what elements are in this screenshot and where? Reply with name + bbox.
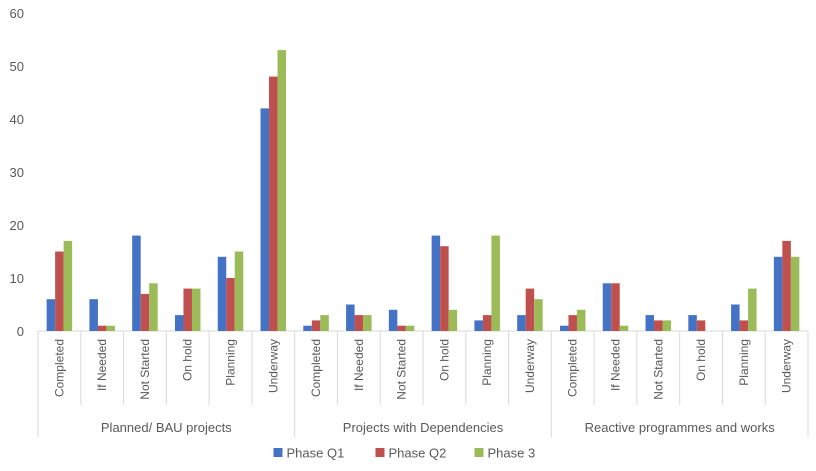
- bar-phase-q1: [731, 304, 740, 331]
- x-category-label: If Needed: [95, 339, 109, 391]
- bar-phase-q1: [346, 304, 355, 331]
- bar-phase-q1: [89, 299, 98, 331]
- bar-phase-3: [277, 50, 287, 331]
- legend-item: Phase 3: [474, 446, 536, 461]
- x-category-label: Planning: [737, 339, 751, 386]
- x-category-label: Not Started: [395, 339, 409, 400]
- bar-phase-q1: [517, 315, 526, 331]
- bar-phase-q1: [388, 309, 398, 331]
- bar-phase-3: [534, 299, 543, 331]
- x-group-label: Planned/ BAU projects: [101, 420, 232, 435]
- x-category-label: If Needed: [609, 339, 623, 391]
- legend-swatch: [273, 448, 283, 457]
- bar-phase-q2: [226, 278, 235, 331]
- bar-phase-q2: [97, 325, 107, 331]
- bar-phase-q2: [782, 240, 791, 331]
- legend-item: Phase Q1: [273, 446, 345, 461]
- bar-phase-q1: [559, 325, 569, 331]
- bar-phase-3: [619, 325, 629, 331]
- bar-phase-q1: [217, 256, 227, 331]
- bar-phase-q1: [474, 320, 483, 331]
- x-category-label: Not Started: [138, 339, 152, 400]
- bar-phase-q2: [525, 288, 535, 331]
- x-category-label: Planning: [480, 339, 494, 386]
- bar-phase-q2: [696, 320, 706, 331]
- bar-phase-q1: [303, 325, 312, 331]
- bar-phase-q2: [482, 315, 492, 331]
- labels-layer: Completed If Needed Not Started On hold Plan…: [52, 339, 793, 435]
- bar-phase-q1: [688, 315, 697, 331]
- axes-layer: 0 10 20 30 40 50 60: [10, 6, 809, 437]
- bar-phase-q2: [311, 320, 321, 331]
- y-tick-label: 40: [10, 112, 24, 127]
- bar-phase-3: [320, 315, 329, 331]
- bar-phase-q2: [568, 315, 577, 331]
- x-category-label: If Needed: [352, 339, 366, 391]
- bar-phase-q1: [46, 299, 56, 331]
- x-group-label: Projects with Dependencies: [343, 420, 504, 435]
- y-tick-label: 60: [10, 6, 24, 21]
- bar-phase-q1: [602, 283, 612, 331]
- bar-phase-q1: [773, 256, 783, 331]
- bar-phase-q2: [183, 288, 192, 331]
- x-category-label: Not Started: [651, 339, 665, 400]
- bar-phase-3: [363, 315, 372, 331]
- bar-phase-3: [234, 251, 244, 331]
- bar-phase-3: [491, 235, 500, 331]
- y-tick-label: 30: [10, 165, 24, 180]
- legend-label: Phase Q1: [287, 446, 345, 461]
- legend: Phase Q1 Phase Q2 Phase 3: [273, 446, 536, 461]
- bar-phase-q2: [140, 293, 150, 331]
- bar-phase-q1: [132, 235, 141, 331]
- bar-phase-3: [576, 309, 586, 331]
- y-tick-label: 0: [17, 324, 24, 339]
- x-category-label: Planning: [224, 339, 238, 386]
- bar-phase-3: [790, 256, 800, 331]
- bar-phase-3: [748, 288, 757, 331]
- bar-phase-q2: [55, 251, 64, 331]
- bar-phase-q2: [269, 76, 278, 331]
- y-tick-label: 20: [10, 218, 24, 233]
- y-tick-label: 10: [10, 271, 24, 286]
- bar-phase-q1: [645, 315, 655, 331]
- bar-phase-q2: [440, 246, 449, 331]
- legend-swatch: [474, 448, 484, 457]
- x-category-label: Underway: [780, 339, 794, 393]
- bar-phase-3: [405, 325, 415, 331]
- legend-swatch: [375, 448, 385, 457]
- x-group-label: Reactive programmes and works: [585, 420, 776, 435]
- bar-phase-3: [63, 240, 73, 331]
- x-category-label: On hold: [437, 339, 451, 381]
- bar-phase-3: [191, 288, 201, 331]
- x-category-label: Underway: [523, 339, 537, 393]
- bar-phase-3: [448, 309, 458, 331]
- legend-label: Phase 3: [488, 446, 536, 461]
- bar-phase-q2: [397, 325, 406, 331]
- x-category-label: On hold: [181, 339, 195, 381]
- bar-phase-q2: [611, 283, 620, 331]
- y-tick-label: 50: [10, 59, 24, 74]
- bar-phase-3: [662, 320, 672, 331]
- bar-phase-3: [106, 325, 115, 331]
- bar-phase-q1: [431, 235, 441, 331]
- x-category-label: Underway: [266, 339, 280, 393]
- x-category-label: Completed: [309, 339, 323, 397]
- legend-label: Phase Q2: [389, 446, 447, 461]
- bar-phase-q2: [354, 315, 364, 331]
- x-category-label: Completed: [52, 339, 66, 397]
- x-category-label: On hold: [694, 339, 708, 381]
- bar-phase-q1: [260, 108, 270, 332]
- bar-phase-q2: [654, 320, 663, 331]
- bars-layer: [46, 50, 800, 332]
- legend-item: Phase Q2: [375, 446, 447, 461]
- bar-phase-3: [149, 283, 158, 331]
- bar-phase-q2: [739, 320, 749, 331]
- bar-phase-q1: [174, 315, 184, 331]
- x-category-label: Completed: [566, 339, 580, 397]
